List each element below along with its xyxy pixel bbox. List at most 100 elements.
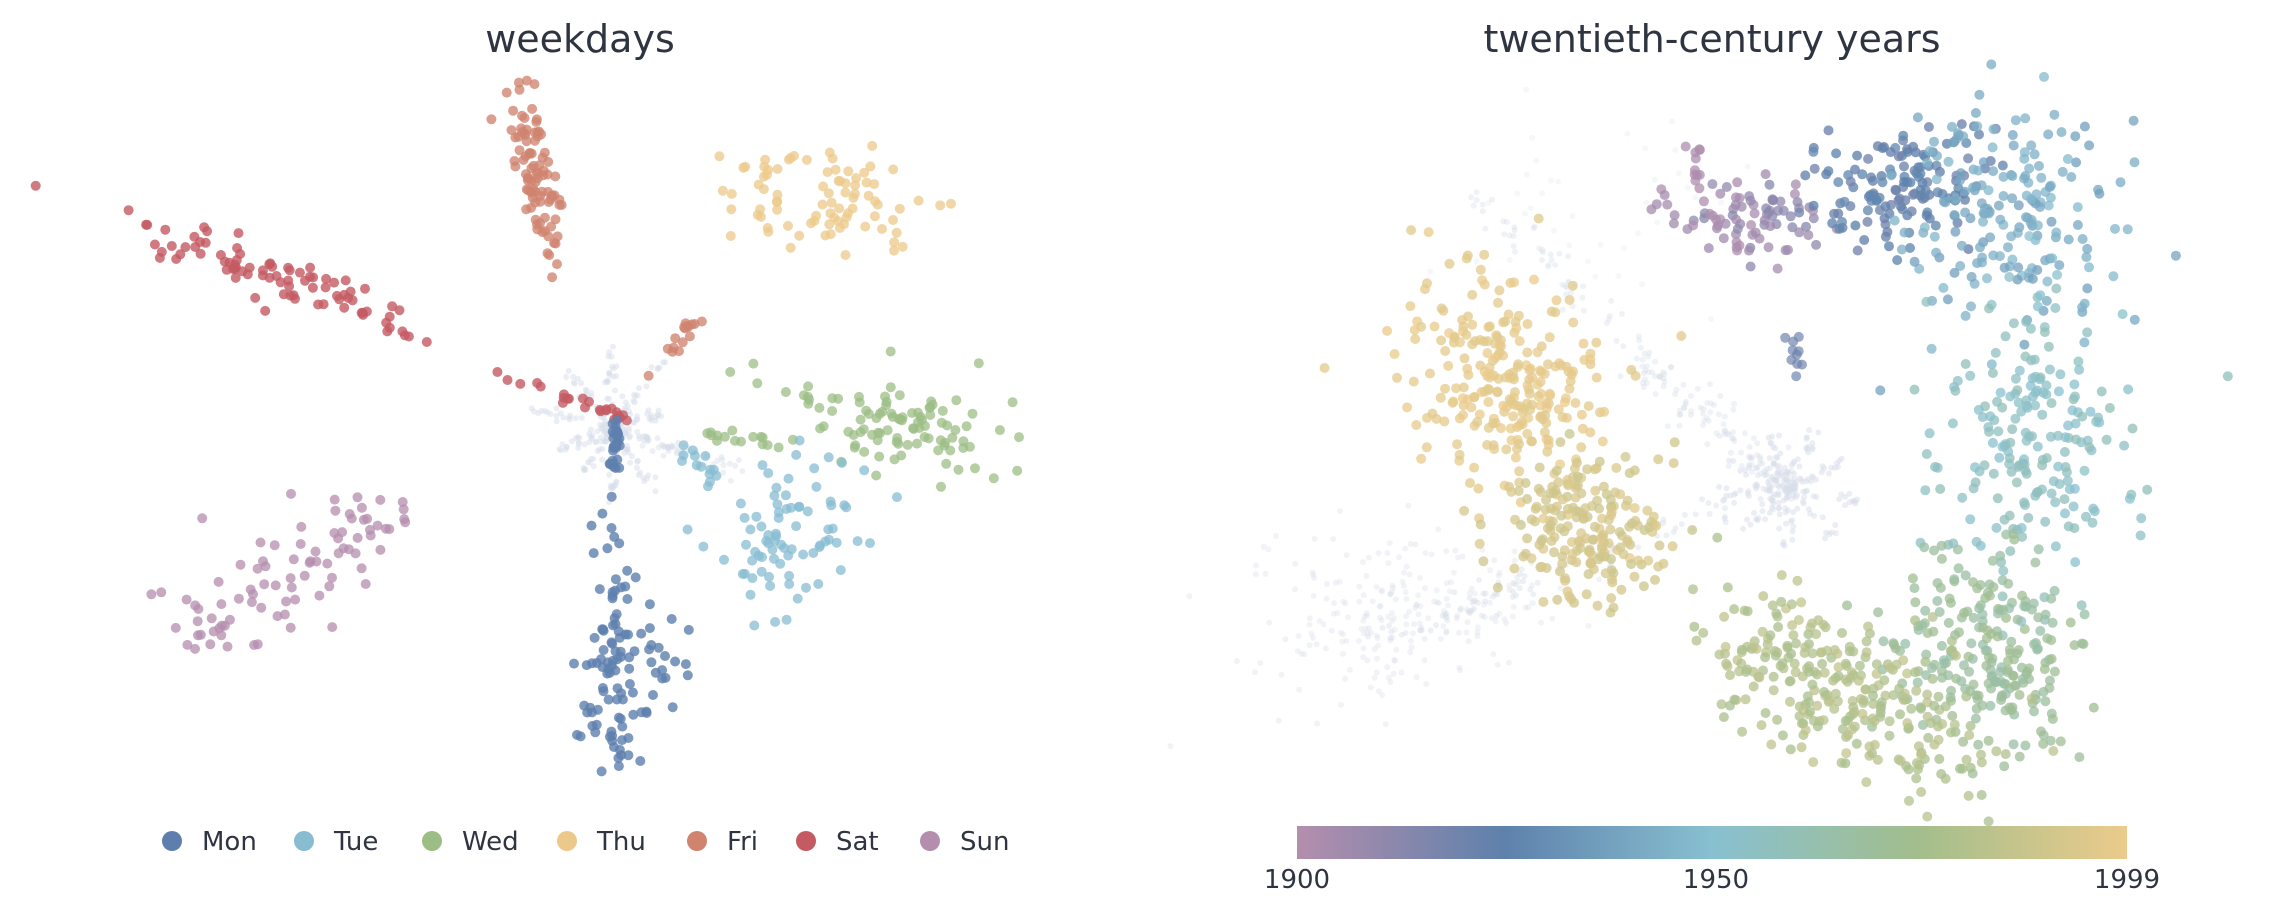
background-point	[1705, 500, 1712, 506]
year-point	[1968, 612, 1979, 623]
year-point	[2012, 227, 2023, 238]
background-point	[1700, 406, 1707, 413]
year-point	[1592, 600, 1603, 611]
thu-point	[860, 221, 871, 232]
background-point	[1337, 629, 1344, 636]
year-point	[2041, 295, 2052, 306]
background-point	[1746, 453, 1753, 460]
year-point	[2065, 617, 2076, 628]
year-point	[1570, 483, 1581, 494]
year-point	[2030, 557, 2041, 568]
thu-point	[891, 227, 902, 238]
year-point	[1482, 440, 1493, 450]
year-point	[2070, 557, 2081, 568]
year-point	[2053, 386, 2064, 397]
year-point	[1811, 629, 1822, 640]
year-point	[2088, 702, 2099, 713]
year-point	[2007, 171, 2018, 182]
year-point	[1406, 225, 1417, 236]
year-point	[1922, 157, 1933, 168]
fri-point	[529, 79, 540, 90]
background-point	[1444, 617, 1451, 624]
year-point	[1877, 177, 1888, 188]
background-point	[1402, 589, 1409, 596]
year-point	[2024, 231, 2035, 242]
mon-point	[613, 712, 624, 723]
background-point	[1555, 178, 1561, 185]
year-point	[1934, 754, 1945, 764]
sat-point	[492, 367, 503, 377]
year-point	[1997, 441, 2008, 452]
year-point	[1688, 584, 1698, 595]
wed-point	[947, 432, 958, 443]
background-point	[1427, 627, 1434, 634]
background-point	[1785, 468, 1792, 475]
year-point	[1987, 437, 1998, 448]
year-point	[1872, 754, 1883, 765]
legend-label-sat: Sat	[836, 827, 879, 857]
year-point	[1576, 442, 1587, 453]
year-point	[1718, 712, 1729, 723]
year-point	[2030, 400, 2041, 411]
year-point	[1884, 716, 1895, 727]
wed-point	[880, 391, 890, 402]
year-point	[1682, 224, 1693, 235]
background-point	[611, 387, 618, 394]
mon-point	[623, 733, 634, 743]
background-point	[1753, 481, 1760, 488]
thu-point	[772, 164, 783, 174]
background-point	[1403, 621, 1410, 628]
background-point	[625, 425, 632, 432]
thu-point	[840, 187, 851, 198]
legend-marker-tue	[294, 831, 314, 851]
year-point	[2014, 751, 2025, 762]
wed-point	[803, 381, 814, 392]
background-point	[1510, 579, 1517, 586]
sun-point	[222, 641, 233, 652]
year-point	[1936, 553, 1947, 564]
year-point	[1977, 700, 1988, 711]
mon-point	[586, 520, 597, 531]
background-point	[1382, 721, 1389, 728]
year-point	[2003, 242, 2013, 253]
sun-point	[372, 520, 383, 531]
year-point	[1912, 677, 1923, 688]
year-point	[1921, 449, 1932, 459]
background-point	[1260, 543, 1267, 550]
year-point	[1944, 593, 1955, 604]
year-point	[2142, 484, 2153, 495]
background-point	[1509, 613, 1516, 620]
background-point	[1678, 521, 1685, 528]
background-point	[1789, 517, 1796, 524]
year-point	[1823, 125, 1834, 136]
background-point	[1463, 629, 1470, 636]
tue-point	[749, 620, 760, 631]
year-point	[1924, 213, 1935, 224]
year-point	[2079, 609, 2090, 620]
year-point	[1998, 191, 2009, 201]
tue-point	[739, 568, 750, 579]
mon-point	[611, 609, 622, 620]
year-point	[1439, 416, 1450, 427]
year-point	[2045, 431, 2056, 442]
year-point	[2170, 250, 2181, 261]
background-point	[581, 441, 588, 448]
sun-point	[205, 639, 216, 650]
sat-point	[202, 226, 213, 237]
year-point	[2030, 387, 2041, 398]
year-point	[2027, 273, 2038, 284]
thu-point	[851, 173, 862, 184]
thu-point	[772, 189, 783, 200]
year-point	[1525, 404, 1536, 415]
year-point	[1768, 195, 1779, 206]
sat-point	[321, 273, 332, 284]
wed-point	[886, 408, 897, 419]
year-point	[1703, 243, 1714, 254]
sun-point	[233, 593, 244, 604]
year-point	[1416, 453, 1427, 464]
thu-point	[801, 154, 812, 165]
year-point	[1869, 716, 1880, 726]
year-point	[1992, 493, 2003, 504]
year-point	[1796, 742, 1807, 753]
thu-point	[809, 216, 820, 226]
